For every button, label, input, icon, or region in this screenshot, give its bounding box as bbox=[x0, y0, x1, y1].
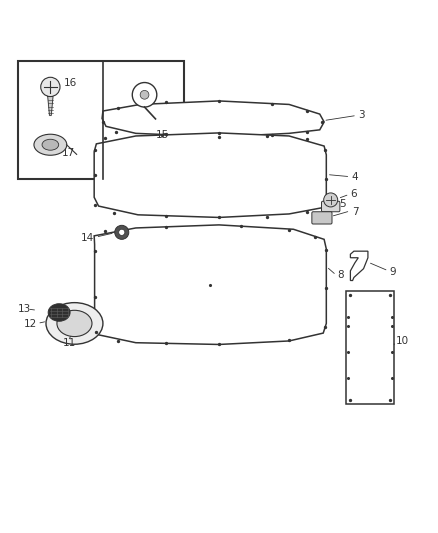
Ellipse shape bbox=[46, 303, 103, 344]
Bar bbox=[18, 61, 184, 179]
Polygon shape bbox=[48, 96, 53, 115]
Text: 16: 16 bbox=[64, 77, 77, 87]
Circle shape bbox=[41, 77, 60, 96]
Text: 3: 3 bbox=[358, 110, 365, 120]
FancyBboxPatch shape bbox=[321, 201, 340, 212]
FancyBboxPatch shape bbox=[312, 212, 332, 224]
Text: 8: 8 bbox=[338, 270, 344, 280]
Text: 12: 12 bbox=[24, 319, 37, 329]
Bar bbox=[346, 290, 394, 405]
Text: 4: 4 bbox=[352, 172, 358, 182]
Polygon shape bbox=[350, 251, 368, 280]
Text: 13: 13 bbox=[18, 304, 31, 314]
Text: 5: 5 bbox=[339, 199, 346, 209]
Ellipse shape bbox=[48, 304, 70, 321]
Ellipse shape bbox=[57, 310, 92, 336]
Text: 15: 15 bbox=[155, 130, 169, 140]
Circle shape bbox=[140, 91, 149, 99]
Polygon shape bbox=[102, 101, 324, 137]
Text: 11: 11 bbox=[63, 338, 76, 348]
Ellipse shape bbox=[42, 139, 59, 150]
Circle shape bbox=[324, 193, 338, 207]
Polygon shape bbox=[94, 225, 326, 344]
Text: 17: 17 bbox=[61, 148, 74, 158]
Circle shape bbox=[132, 83, 157, 107]
Text: 10: 10 bbox=[396, 336, 409, 346]
Text: 6: 6 bbox=[350, 189, 357, 199]
Text: 14: 14 bbox=[81, 233, 94, 243]
Circle shape bbox=[119, 229, 125, 236]
Circle shape bbox=[115, 225, 129, 239]
Ellipse shape bbox=[34, 134, 67, 155]
Text: 9: 9 bbox=[390, 266, 396, 277]
Text: 7: 7 bbox=[352, 207, 358, 217]
Polygon shape bbox=[94, 133, 326, 217]
